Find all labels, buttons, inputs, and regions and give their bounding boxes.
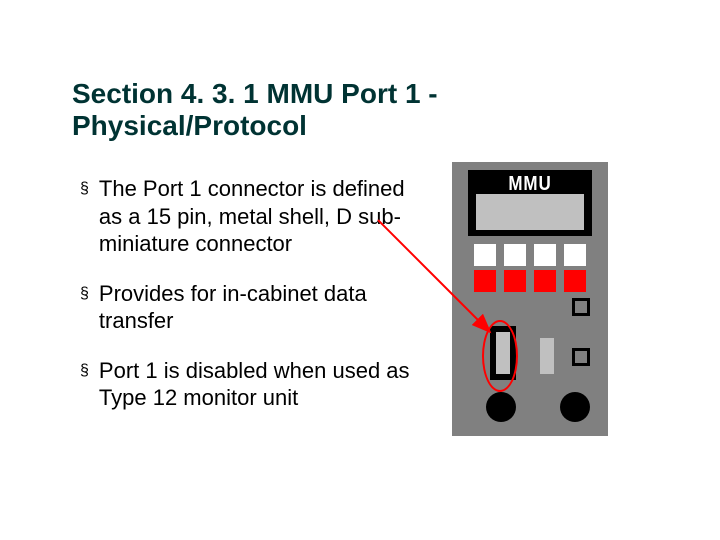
indicator-box	[534, 244, 556, 266]
mmu-label: MMU	[477, 173, 582, 196]
indicator-box	[564, 270, 586, 292]
bullet-item: § Port 1 is disabled when used as Type 1…	[80, 357, 430, 412]
mmu-port-slot	[540, 338, 554, 374]
mmu-knob	[572, 298, 590, 316]
knob-inner	[575, 351, 587, 363]
bullet-marker: §	[80, 280, 89, 308]
bullet-item: § Provides for in-cabinet data transfer	[80, 280, 430, 335]
mmu-indicator-row-red	[474, 270, 586, 292]
slide-title: Section 4. 3. 1 MMU Port 1 - Physical/Pr…	[72, 78, 472, 142]
bullet-text: The Port 1 connector is defined as a 15 …	[99, 175, 430, 258]
mmu-connector-circle	[486, 392, 516, 422]
mmu-connector-circle	[560, 392, 590, 422]
mmu-indicator-row-white	[474, 244, 586, 266]
bullet-text: Provides for in-cabinet data transfer	[99, 280, 430, 335]
knob-inner	[575, 301, 587, 313]
mmu-panel: MMU	[452, 162, 608, 436]
mmu-screen-frame: MMU	[468, 170, 592, 236]
mmu-screen	[476, 194, 584, 230]
bullet-text: Port 1 is disabled when used as Type 12 …	[99, 357, 430, 412]
indicator-box	[504, 270, 526, 292]
indicator-box	[564, 244, 586, 266]
indicator-box	[504, 244, 526, 266]
mmu-knob	[572, 348, 590, 366]
bullet-marker: §	[80, 357, 89, 385]
indicator-box	[474, 244, 496, 266]
indicator-box	[474, 270, 496, 292]
port1-highlight-oval	[482, 320, 518, 392]
bullet-marker: §	[80, 175, 89, 203]
bullet-item: § The Port 1 connector is defined as a 1…	[80, 175, 430, 258]
bullet-list: § The Port 1 connector is defined as a 1…	[80, 175, 430, 434]
indicator-box	[534, 270, 556, 292]
